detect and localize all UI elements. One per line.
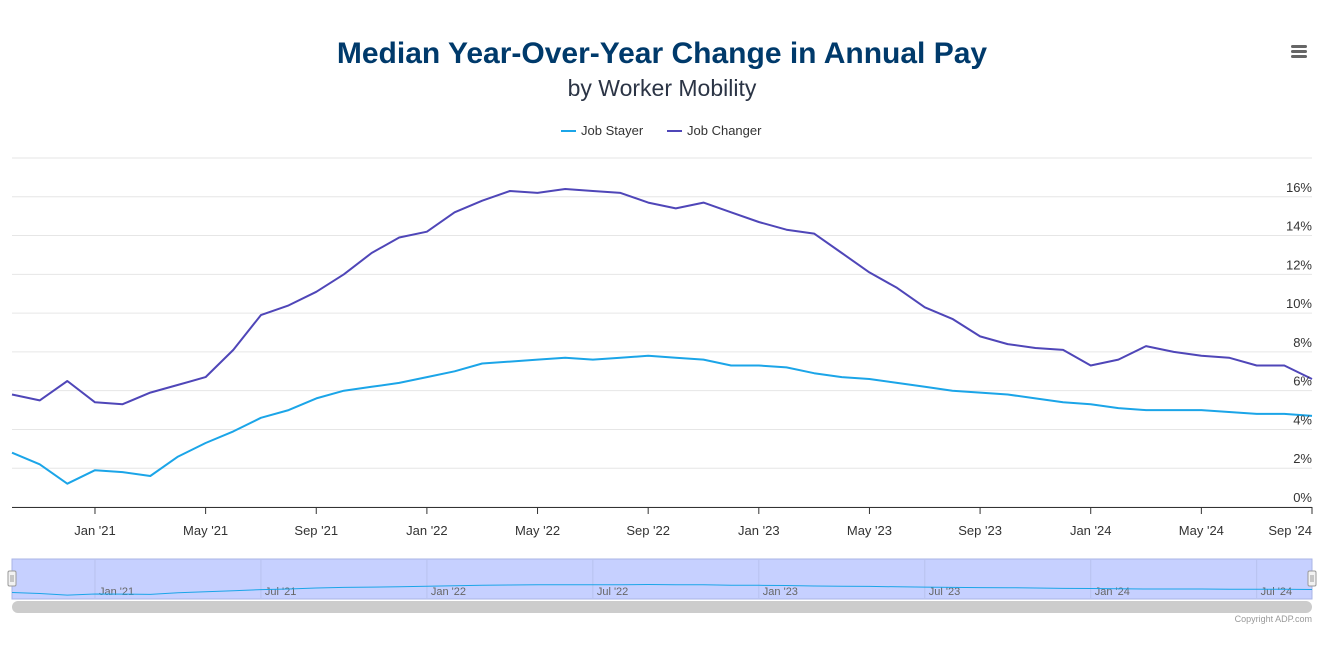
legend-item-job-stayer[interactable]: Job Stayer bbox=[561, 123, 644, 138]
navigator-series-line bbox=[11, 583, 1313, 596]
y-tick-label: 14% bbox=[1286, 219, 1312, 234]
chart-title: Median Year-Over-Year Change in Annual P… bbox=[337, 37, 988, 70]
x-tick-label: Sep '23 bbox=[958, 523, 1002, 538]
y-tick-label: 12% bbox=[1286, 257, 1312, 272]
series-line-job-changer[interactable] bbox=[11, 188, 1313, 406]
handle-grip-icon bbox=[7, 570, 17, 587]
y-tick-label: 4% bbox=[1293, 412, 1312, 427]
series-line-job-stayer[interactable] bbox=[11, 354, 1313, 485]
navigator-tick-label: Jan '23 bbox=[763, 586, 798, 598]
x-tick-label: Sep '22 bbox=[626, 523, 670, 538]
y-tick-label: 10% bbox=[1286, 296, 1312, 311]
x-tick-label: Jan '21 bbox=[74, 523, 116, 538]
y-tick-label: 6% bbox=[1293, 374, 1312, 389]
axes: 0% 2% 4% 6% 8% 10% 12% 14% 16% Jan '21 May '21 Sep … bbox=[12, 180, 1313, 538]
credits-text[interactable]: Copyright ADP.com bbox=[1235, 614, 1312, 624]
navigator-tick-label: Jul '21 bbox=[265, 586, 296, 598]
y-tick-label: 2% bbox=[1293, 451, 1312, 466]
y-tick-label: 16% bbox=[1286, 180, 1312, 195]
chart-subtitle: by Worker Mobility bbox=[568, 75, 757, 101]
navigator-tick-label: Jul '24 bbox=[1261, 586, 1292, 598]
navigator-scrollbar[interactable] bbox=[12, 601, 1312, 613]
legend-label: Job Changer bbox=[687, 123, 762, 138]
x-tick-label: Jan '23 bbox=[738, 523, 780, 538]
y-tick-label: 0% bbox=[1293, 490, 1312, 505]
navigator-tick-label: Jul '23 bbox=[929, 586, 960, 598]
x-tick-label: Sep '21 bbox=[294, 523, 338, 538]
y-tick-label: 8% bbox=[1293, 335, 1312, 350]
x-tick-label: May '21 bbox=[183, 523, 228, 538]
x-tick-label: May '23 bbox=[847, 523, 892, 538]
grid-lines bbox=[12, 157, 1312, 508]
navigator[interactable]: Jan '21 Jul '21 Jan '22 Jul '22 Jan '23 Jul '… bbox=[7, 558, 1317, 613]
legend-label: Job Stayer bbox=[581, 123, 644, 138]
handle-grip-icon bbox=[1307, 570, 1317, 587]
chart-legend: Job Stayer Job Changer bbox=[561, 123, 762, 138]
hamburger-menu-icon bbox=[1291, 45, 1307, 58]
x-tick-label: May '24 bbox=[1179, 523, 1224, 538]
chart-menu-button[interactable] bbox=[1284, 38, 1314, 66]
navigator-tick-label: Jan '21 bbox=[99, 586, 134, 598]
navigator-tick-label: Jul '22 bbox=[597, 586, 628, 598]
series-lines bbox=[11, 188, 1313, 485]
legend-item-job-changer[interactable]: Job Changer bbox=[667, 123, 762, 138]
x-tick-label: Sep '24 bbox=[1268, 523, 1312, 538]
x-tick-label: May '22 bbox=[515, 523, 560, 538]
navigator-tick-label: Jan '22 bbox=[431, 586, 466, 598]
navigator-left-handle[interactable] bbox=[7, 570, 17, 587]
navigator-right-handle[interactable] bbox=[1307, 570, 1317, 587]
x-tick-label: Jan '22 bbox=[406, 523, 448, 538]
navigator-tick-label: Jan '24 bbox=[1095, 586, 1130, 598]
x-tick-label: Jan '24 bbox=[1070, 523, 1112, 538]
